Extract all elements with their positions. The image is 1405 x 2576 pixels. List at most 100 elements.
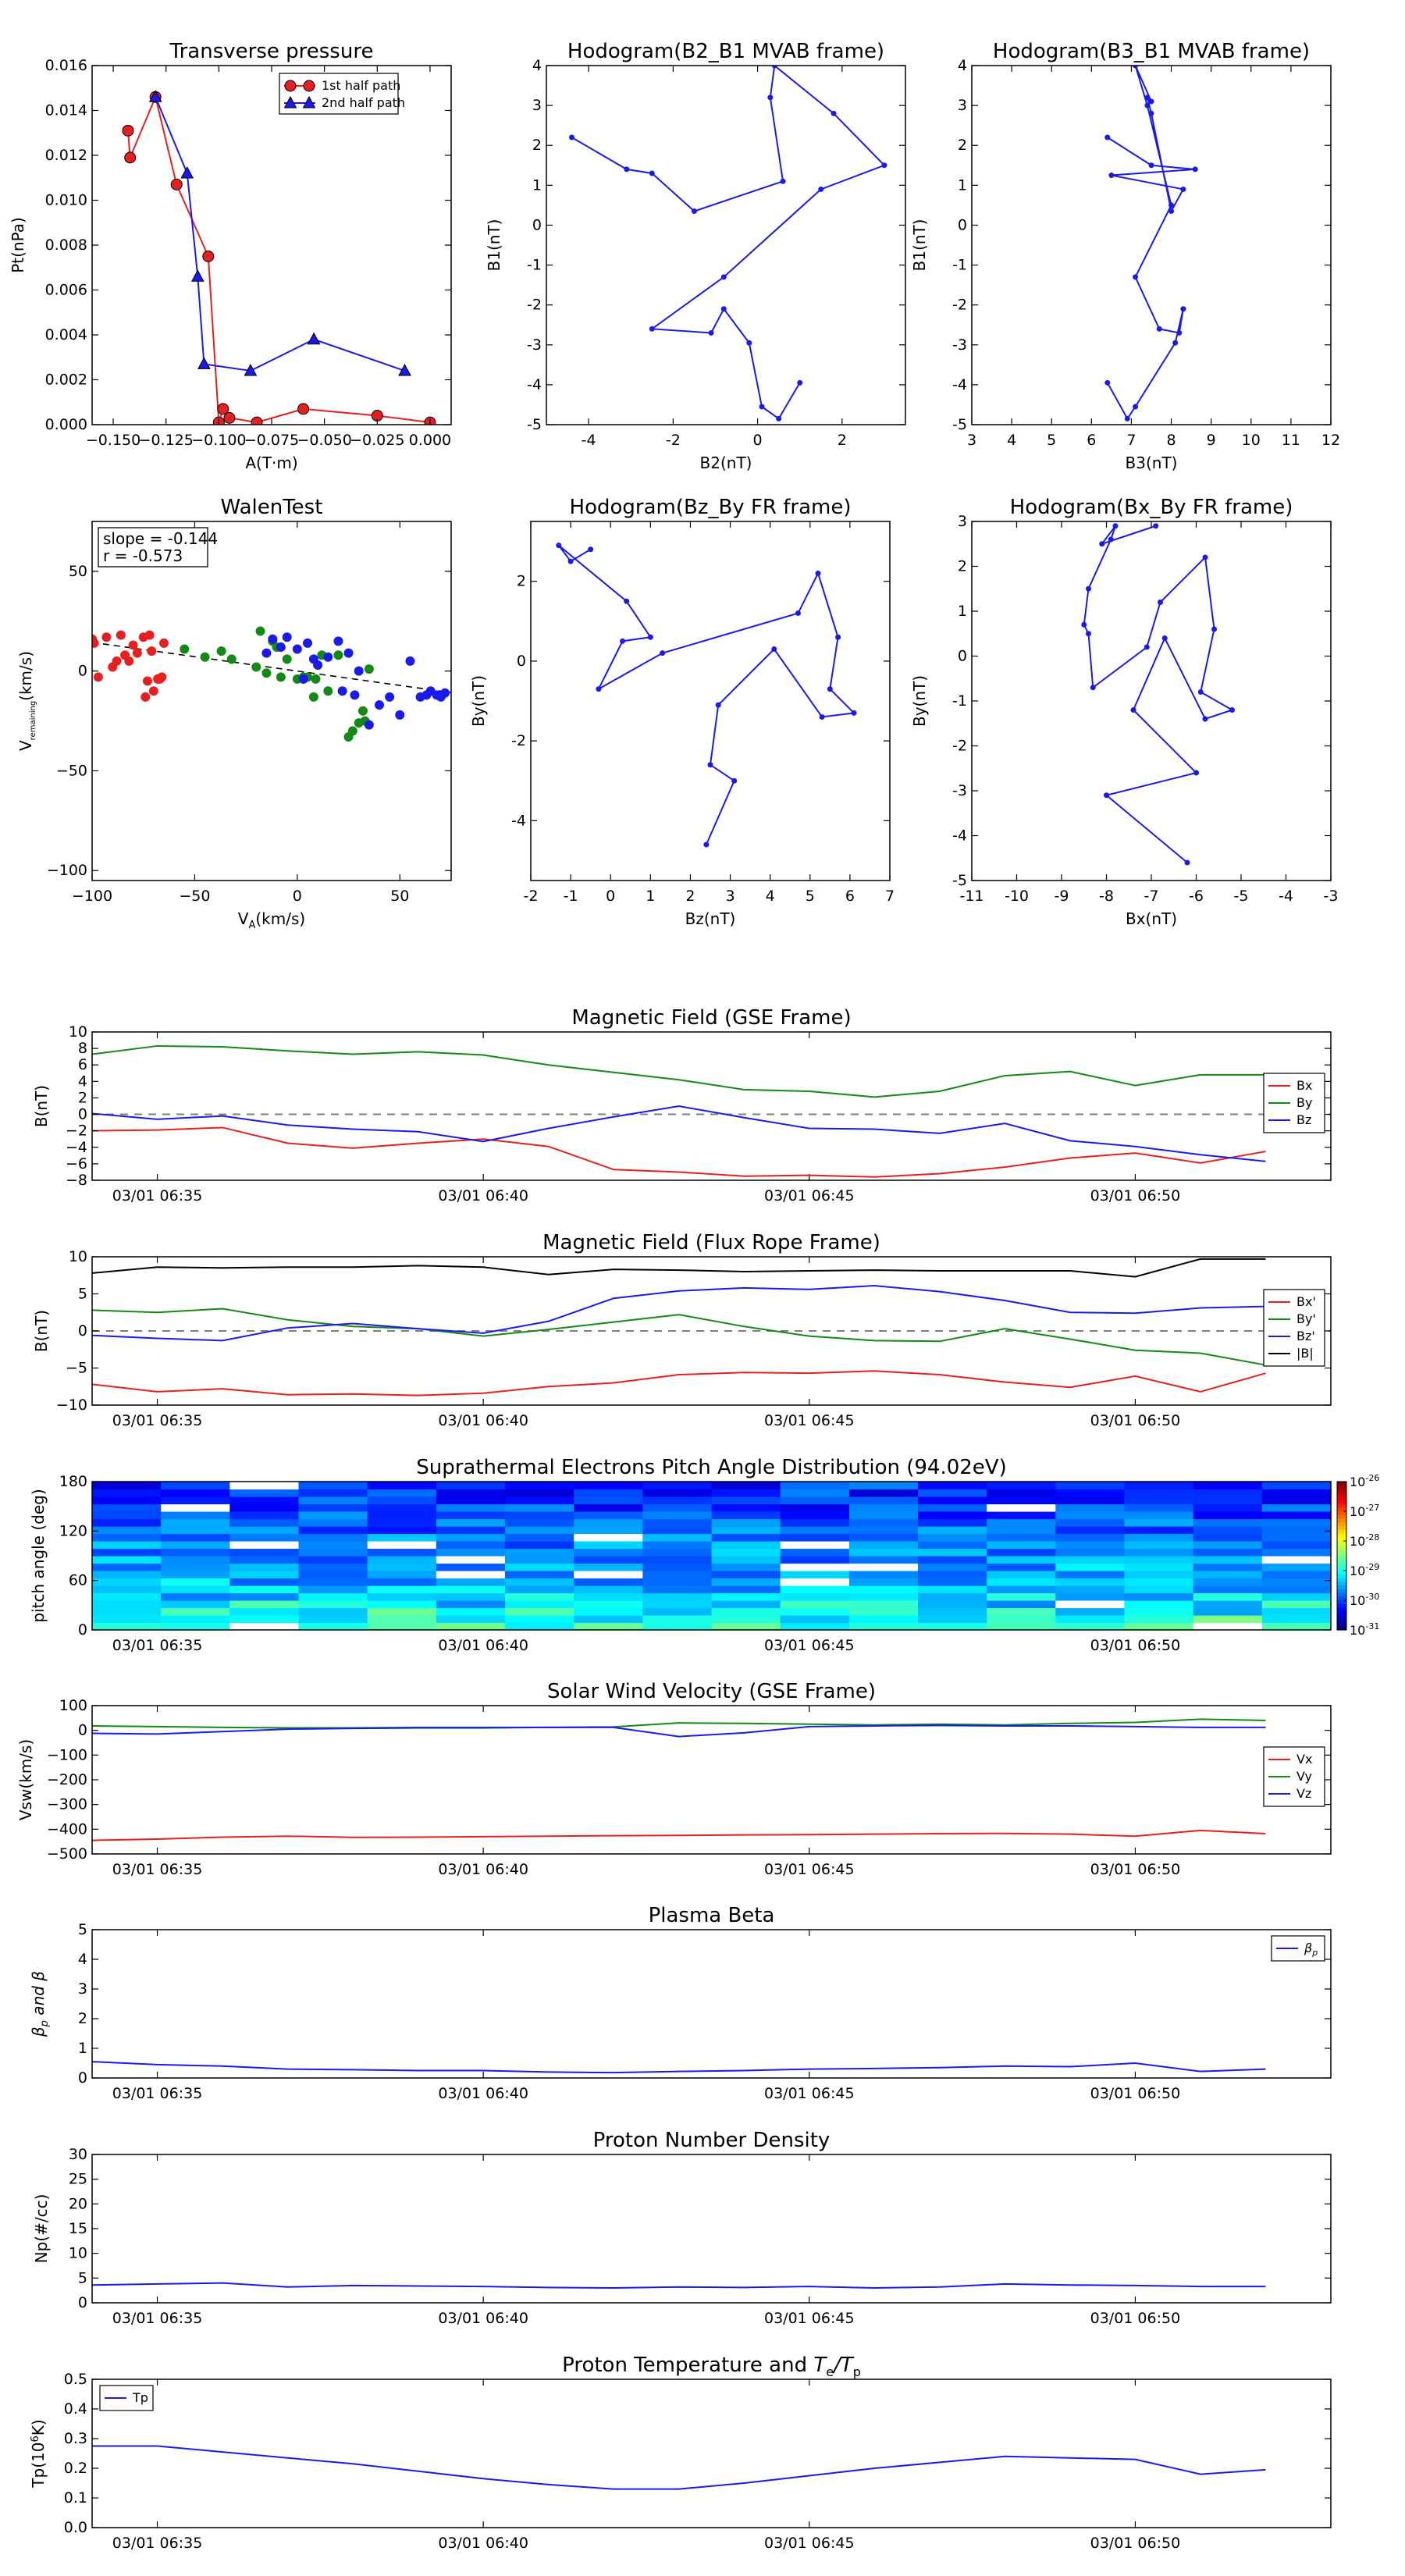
heatmap-cell [505,1592,574,1601]
heatmap-cell [229,1482,300,1490]
heatmap-cell [780,1592,850,1601]
heatmap-cell [92,1496,162,1505]
heatmap-cell [987,1511,1056,1520]
data-point [624,598,630,604]
data-point [1104,134,1111,141]
series-line [1083,525,1234,863]
data-point [226,654,237,664]
colorbar-cell [1337,1496,1346,1501]
heatmap-cell [987,1622,1056,1631]
heatmap-cell [229,1548,300,1557]
data-point [1144,644,1150,650]
time-tick-label: 03/01 06:50 [1090,2085,1181,2102]
chart-mag_fr: 03/01 06:35 03/01 06:40 03/01 06:45 03/01 0… [32,1231,1332,1429]
heatmap-cell [298,1482,368,1490]
heatmap-cell [1055,1607,1126,1616]
data-point [255,626,265,636]
heatmap-cell [780,1526,850,1535]
y-tick-label: 0 [78,2294,87,2311]
colorbar-cell [1337,1548,1346,1553]
colorbar-cell [1337,1571,1346,1575]
heatmap-cell [229,1511,300,1520]
heatmap-cell [1193,1526,1263,1535]
y-tick-label: 1 [958,176,967,194]
heatmap-cell [1124,1578,1194,1586]
heatmap-cell [367,1556,437,1564]
colorbar-cell [1337,1582,1346,1586]
data-point [364,664,374,674]
plot-area-walen [92,626,451,742]
data-point [835,634,841,640]
data-point [567,558,574,564]
y-tick-label: 60 [69,1572,87,1589]
heatmap-cell [1193,1571,1263,1579]
data-point [1144,94,1151,101]
data-point [1104,379,1111,386]
y-tick-label: -5 [952,416,967,433]
data-point [93,672,103,682]
heatmap-cell [574,1496,643,1505]
data-point [323,686,333,696]
y-tick-label: 0.012 [45,147,87,164]
x-tick-label: -6 [1189,888,1204,905]
heatmap-cell [780,1585,850,1594]
heatmap-cell [848,1489,919,1497]
x-tick-label: 5 [1047,432,1056,449]
x-tick-label: 0 [753,432,763,449]
heatmap-cell [848,1496,919,1505]
x-tick-label: 0.000 [409,432,451,449]
data-point [1090,685,1096,691]
y-tick-label: 30 [69,2146,87,2163]
heatmap-cell [1124,1503,1194,1512]
colorbar-cell [1337,1556,1346,1560]
series-line [92,1724,1266,1738]
heatmap-cell [229,1503,300,1512]
y-tick-label: 1 [958,603,967,620]
heatmap-cell [367,1518,437,1527]
data-point [1086,585,1091,592]
data-point [124,151,137,164]
chart-h4: Hodogram(Bx_By FR frame)-5-4-3-2-10123-1… [910,496,1338,928]
data-point [596,686,602,692]
heatmap-cell [298,1592,368,1601]
data-point [759,404,765,410]
heatmap-cell [1193,1600,1263,1609]
heatmap-cell [229,1541,300,1550]
y-tick-label: 15 [69,2220,87,2237]
y-tick-label: -2 [527,297,542,314]
series-line [92,1718,1266,1729]
heatmap-cell [642,1592,713,1601]
data-point [311,674,321,684]
heatmap-cell [1193,1592,1263,1601]
time-tick-label: 03/01 06:50 [1090,1412,1181,1429]
x-tick-label: 3 [726,888,735,905]
heatmap-cell [161,1615,230,1624]
x-tick-label: 6 [1087,432,1096,449]
heatmap-cell [298,1622,368,1631]
heatmap-cell [298,1548,368,1557]
heatmap-cell [505,1563,574,1571]
heatmap-cell [1124,1571,1194,1579]
data-point [157,672,167,682]
heatmap-cell [918,1607,987,1616]
legend-marker [284,80,297,92]
x-tick-label: 3 [967,432,976,449]
x-tick-label: -5 [1234,888,1249,905]
data-point [1086,631,1091,637]
heatmap-cell [1055,1518,1126,1527]
heatmap-cell [229,1592,300,1601]
chart-walen: WalenTest −100 −50 0 50 −100 −50 0 50 VA(km/s) Vre… [16,496,452,931]
heatmap-cell [505,1548,574,1557]
heatmap-cell [298,1563,368,1571]
heatmap-cell [1124,1526,1194,1535]
plot-area-beta [92,2061,1266,2074]
y-tick-label: 0 [532,216,542,233]
data-point [776,415,782,422]
data-point [1168,202,1175,208]
y-tick-label: 0.002 [45,372,87,389]
annotation-box [98,527,208,568]
y-tick-label: 0 [78,1322,87,1340]
heatmap-cell [367,1615,437,1624]
time-tick-label: 03/01 06:50 [1090,1637,1181,1654]
x-tick-label: -10 [1005,888,1029,905]
